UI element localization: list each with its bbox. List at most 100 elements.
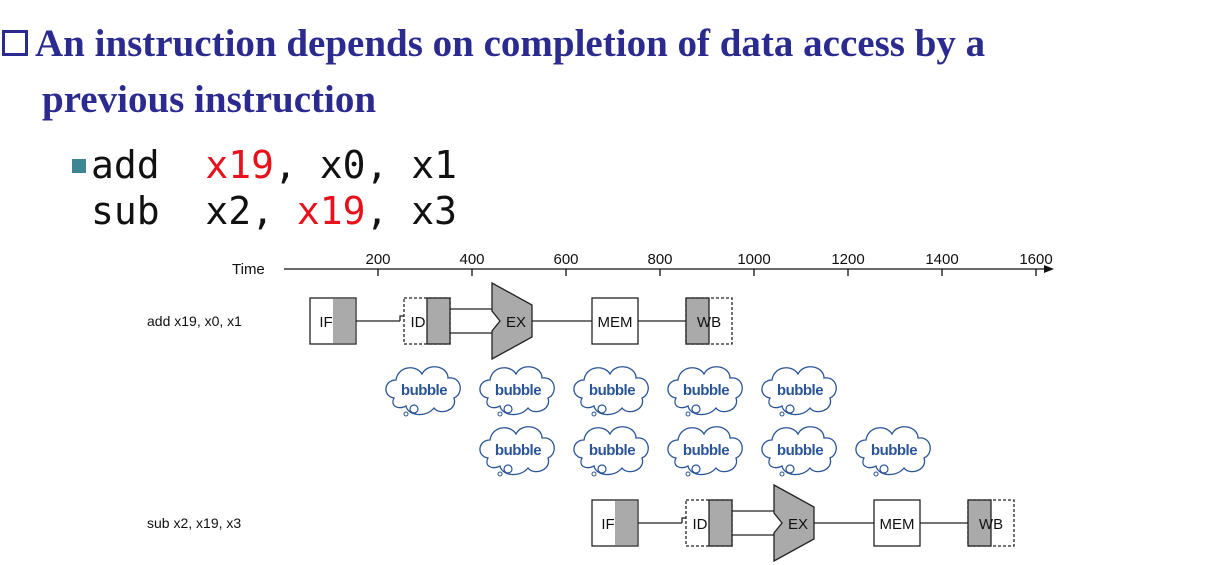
pipeline-row-1: sub x2, x19, x3 IF ID EX MEM WB [147, 483, 1015, 563]
bubble-dot [779, 411, 785, 417]
stage-wb-label: WB [979, 516, 1003, 533]
bubble-dot [409, 404, 419, 414]
bubble-label: bubble [871, 442, 917, 459]
stage-id-label: ID [693, 516, 708, 533]
instruction-label: add x19, x0, x1 [147, 313, 242, 329]
bubble-cloud-icon: bubble [761, 426, 837, 477]
stage-connector [399, 315, 404, 321]
bubble-outline [855, 426, 931, 476]
bubble-dot [685, 411, 691, 417]
instruction-label: sub x2, x19, x3 [147, 515, 241, 531]
time-tick-label: 1600 [1019, 251, 1052, 268]
bubble-label: bubble [589, 442, 635, 459]
bubble-dot [873, 471, 879, 477]
code-block: add x19, x0, x1 sub x2, x19, x3 [72, 142, 457, 234]
bubble-outline [761, 426, 837, 476]
stage-if-shade [615, 500, 638, 546]
bubble-label: bubble [777, 442, 823, 459]
bubble-dot [597, 404, 607, 414]
stage-mem-label: MEM [598, 314, 633, 331]
bubble-outline [573, 366, 649, 416]
code-register-highlight: x19 [296, 189, 366, 233]
bubble-dot [497, 471, 503, 477]
bubble-dot [779, 471, 785, 477]
time-axis-label: Time [232, 261, 265, 278]
time-tick-label: 200 [365, 251, 390, 268]
bubble-dot [497, 411, 503, 417]
bubble-dot [785, 404, 795, 414]
stage-mem-label: MEM [880, 516, 915, 533]
code-line: add x19, x0, x1 [72, 142, 457, 188]
stage-wb-label: WB [697, 314, 721, 331]
code-line: sub x2, x19, x3 [72, 188, 457, 234]
code-token: , x3 [365, 189, 458, 233]
time-tick-label: 400 [459, 251, 484, 268]
bubble-dot [403, 411, 409, 417]
stage-ex-label: EX [788, 516, 808, 533]
bubble-label: bubble [683, 382, 729, 399]
bubble-label: bubble [495, 442, 541, 459]
code-register-highlight: x19 [205, 143, 275, 187]
bubble-cloud-icon: bubble [573, 366, 649, 417]
bubble-cloud-icon: bubble [761, 366, 837, 417]
time-tick-label: 800 [647, 251, 672, 268]
bubble-outline [667, 426, 743, 476]
bubble-outline [479, 426, 555, 476]
time-tick-label: 1200 [831, 251, 864, 268]
square-bullet-icon [2, 30, 28, 56]
bubble-dot [591, 411, 597, 417]
stage-wb-shade [967, 499, 992, 547]
stage-id-label: ID [411, 314, 426, 331]
bubble-dot [503, 404, 513, 414]
bubble-dot [691, 404, 701, 414]
code-token: , x0, x1 [274, 143, 458, 187]
stage-ex-alu-icon [491, 281, 533, 361]
pipeline-row-0: add x19, x0, x1 IF ID EX MEM WB [147, 281, 733, 361]
bubble-dot [597, 464, 607, 474]
time-tick-label: 1000 [737, 251, 770, 268]
bubble-outline [667, 366, 743, 416]
bubble-dot [691, 464, 701, 474]
stage-if-label: IF [319, 314, 332, 331]
bubble-dot [685, 471, 691, 477]
heading-text-1: An instruction depends on completion of … [35, 22, 986, 65]
bubble-label: bubble [495, 382, 541, 399]
time-axis-arrow-icon [1044, 265, 1054, 273]
bubble-cloud-icon: bubble [667, 366, 743, 417]
bubble-cloud-icon: bubble [479, 426, 555, 477]
bubble-cloud-icon: bubble [855, 426, 931, 477]
bubble-dot [879, 464, 889, 474]
bubble-outline [385, 366, 461, 416]
stage-id-shade [426, 297, 451, 345]
bubble-label: bubble [683, 442, 729, 459]
stage-wb-shade [685, 297, 710, 345]
bubble-outline [761, 366, 837, 416]
bubble-cloud-icon: bubble [667, 426, 743, 477]
stage-mem-box [873, 499, 921, 547]
bubble-label: bubble [401, 382, 447, 399]
stage-if-shade [333, 298, 356, 344]
heading-line-1: An instruction depends on completion of … [0, 18, 985, 70]
bubble-cloud-icon: bubble [385, 366, 461, 417]
bubble-dot [785, 464, 795, 474]
time-tick-label: 600 [553, 251, 578, 268]
bubble-outline [573, 426, 649, 476]
bubble-cloud-icon: bubble [479, 366, 555, 417]
time-tick-label: 1400 [925, 251, 958, 268]
bubble-dot [503, 464, 513, 474]
code-token: sub x2, [91, 189, 297, 233]
bubble-dot [591, 471, 597, 477]
code-token: add [91, 143, 206, 187]
stage-ex-alu-icon [773, 483, 815, 563]
bubble-label: bubble [777, 382, 823, 399]
code-bullet-icon [72, 159, 86, 173]
stage-connector [681, 517, 686, 523]
heading-line-2: previous instruction [42, 78, 377, 121]
stage-ex-label: EX [506, 314, 526, 331]
bubble-outline [479, 366, 555, 416]
stage-if-label: IF [601, 516, 614, 533]
bubble-cloud-icon: bubble [573, 426, 649, 477]
bubble-label: bubble [589, 382, 635, 399]
stage-id-shade [708, 499, 733, 547]
